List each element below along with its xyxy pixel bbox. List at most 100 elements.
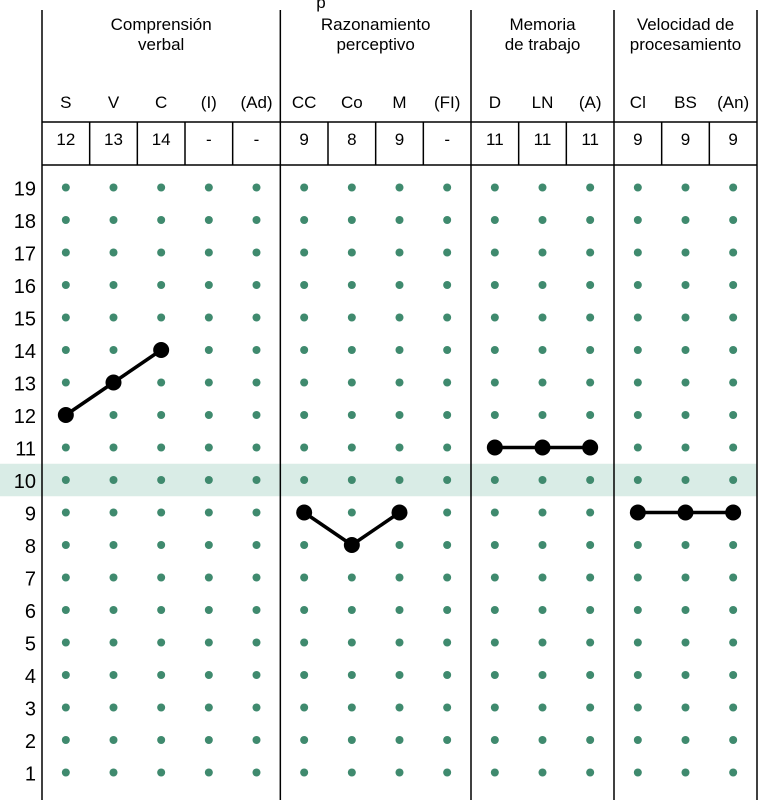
grid-dot — [633, 476, 642, 484]
grid-dot — [109, 183, 118, 192]
grid-dot — [633, 736, 642, 744]
grid-dot — [300, 313, 309, 322]
grid-dot — [586, 638, 595, 647]
grid-dot — [490, 313, 499, 322]
grid-dot — [490, 281, 499, 289]
grid-dot — [681, 216, 690, 224]
grid-dot — [681, 346, 690, 354]
grid-dot — [252, 768, 261, 777]
grid-dot — [586, 313, 595, 322]
grid-dot — [490, 378, 499, 387]
grid-dot — [586, 606, 595, 614]
y-tick-label: 19 — [14, 179, 36, 201]
y-tick-label: 18 — [14, 211, 36, 233]
grid-dot — [633, 443, 642, 452]
mean-band — [0, 463, 757, 497]
y-tick-label: 4 — [25, 666, 36, 688]
grid-dot — [252, 703, 261, 712]
grid-dot — [586, 476, 595, 484]
y-tick-label: 11 — [15, 439, 36, 461]
grid-dot — [538, 183, 547, 192]
grid-dot — [443, 346, 452, 354]
y-tick-label: 10 — [14, 471, 36, 493]
grid-dot — [681, 443, 690, 452]
grid-dot — [395, 281, 404, 289]
grid-dot — [157, 736, 166, 744]
grid-dot — [252, 541, 261, 549]
subtest-score: 13 — [104, 130, 123, 149]
grid-dot — [490, 541, 499, 549]
grid-dot — [490, 216, 499, 224]
grid-dot — [157, 443, 166, 452]
grid-dot — [395, 736, 404, 744]
subtest-score: 9 — [299, 130, 308, 149]
grid-dot — [633, 411, 642, 419]
subtest-abbreviation: Cl — [630, 93, 646, 112]
score-point — [57, 407, 74, 423]
grid-dot — [204, 411, 213, 419]
y-tick-label: 3 — [25, 699, 36, 721]
y-tick-label: 5 — [25, 634, 36, 656]
grid-dot — [300, 183, 309, 192]
subtest-abbreviation: S — [60, 93, 71, 112]
grid-dot — [490, 573, 499, 582]
grid-dot — [347, 216, 356, 224]
grid-dot — [538, 411, 547, 419]
grid-dot — [681, 476, 690, 484]
grid-dot — [395, 411, 404, 419]
grid-dot — [300, 281, 309, 289]
grid-dot — [586, 736, 595, 744]
grid-dot — [586, 768, 595, 777]
grid-dot — [347, 736, 356, 744]
y-tick-label: 17 — [14, 244, 36, 266]
grid-dot — [443, 768, 452, 777]
grid-dot — [443, 541, 452, 549]
y-tick-label: 14 — [14, 341, 36, 363]
grid-dot — [681, 281, 690, 289]
grid-dot — [204, 606, 213, 614]
grid-dot — [300, 638, 309, 647]
subtest-score: 9 — [633, 130, 642, 149]
grid-dot — [61, 378, 70, 387]
subtest-abbreviation: BS — [674, 93, 697, 112]
grid-dot — [109, 248, 118, 257]
subtest-abbreviation: D — [489, 93, 501, 112]
grid-dot — [109, 736, 118, 744]
subtest-abbreviation: (An) — [717, 93, 749, 112]
subtest-abbreviation: (A) — [579, 93, 602, 112]
grid-dot — [681, 248, 690, 257]
grid-dot — [443, 476, 452, 484]
grid-dot — [61, 768, 70, 777]
grid-dot — [681, 573, 690, 582]
grid-dot — [157, 248, 166, 257]
grid-dot — [157, 638, 166, 647]
grid-dot — [109, 671, 118, 679]
subtest-abbreviation: M — [392, 93, 406, 112]
grid-dot — [109, 313, 118, 322]
grid-dot — [681, 378, 690, 387]
grid-dot — [347, 703, 356, 712]
subtest-score: 14 — [152, 130, 171, 149]
subtest-score: - — [206, 130, 212, 149]
grid-dot — [204, 508, 213, 517]
grid-dot — [157, 768, 166, 777]
group-title: de trabajo — [505, 35, 581, 54]
grid-dot — [61, 183, 70, 192]
grid-dot — [538, 638, 547, 647]
grid-dot — [252, 638, 261, 647]
grid-dot — [300, 248, 309, 257]
grid-dot — [252, 313, 261, 322]
grid-dot — [347, 248, 356, 257]
grid-dot — [633, 671, 642, 679]
grid-dot — [586, 411, 595, 419]
grid-dot — [538, 736, 547, 744]
grid-dot — [347, 768, 356, 777]
grid-dot — [729, 573, 738, 582]
grid-dot — [729, 768, 738, 777]
grid-dot — [633, 313, 642, 322]
grid-dot — [61, 476, 70, 484]
grid-dot — [395, 443, 404, 452]
grid-dot — [347, 183, 356, 192]
grid-dot — [633, 606, 642, 614]
score-point — [725, 504, 742, 521]
